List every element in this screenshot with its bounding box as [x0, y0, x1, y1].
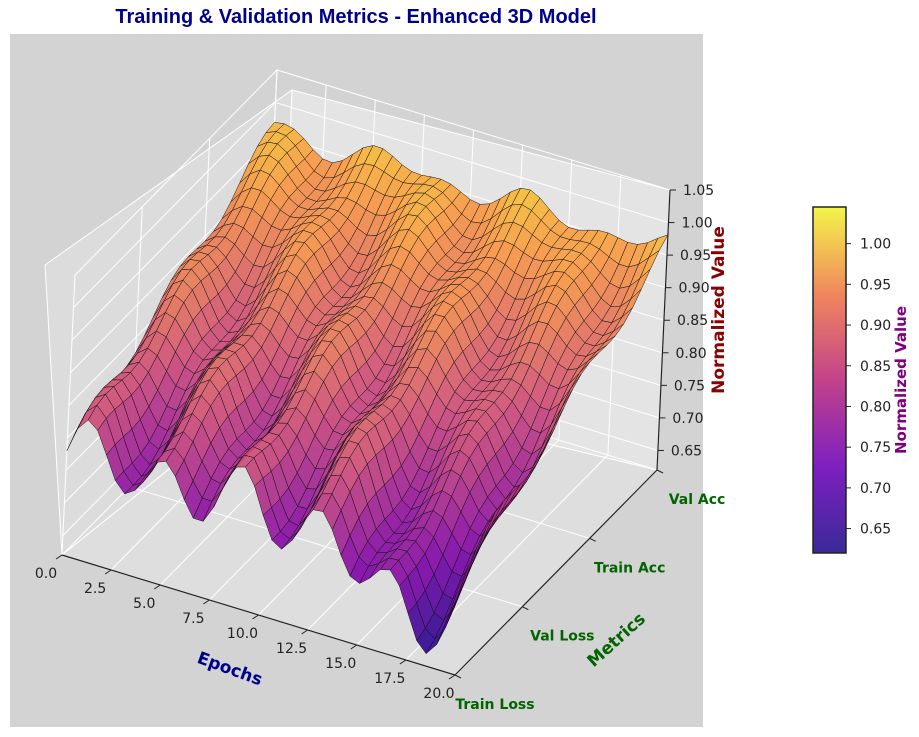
x-tick-mark: [301, 629, 308, 635]
grid-line: [74, 69, 671, 276]
colorbar-label: Normalized Value: [892, 306, 910, 454]
y-tick-mark: [454, 674, 462, 679]
colorbar-tick-label: 0.70: [860, 481, 891, 497]
x-tick-label: 0.0: [35, 566, 57, 582]
y-tick-mark: [656, 469, 664, 474]
z-tick-label: 0.70: [672, 411, 703, 427]
x-tick-label: 20.0: [423, 686, 454, 702]
y-axis-line: [454, 469, 658, 676]
x-tick-label: 10.0: [227, 626, 258, 642]
colorbar: [812, 206, 847, 554]
chart-title: Training & Validation Metrics - Enhanced…: [115, 6, 597, 28]
colorbar-tick-label: 0.85: [860, 359, 891, 375]
x-tick-label: 12.5: [276, 641, 307, 657]
x-tick-mark: [399, 659, 407, 665]
y-tick-label: Train Acc: [594, 560, 665, 576]
z-axis-label: Normalized Value: [709, 226, 729, 394]
x-tick-labels: 0.0 2.5 5.0 7.5 10.0 12.5 15.0 17.5 20.0: [35, 554, 456, 702]
colorbar-tick-label: 0.95: [860, 277, 891, 293]
colorbar-tick-label: 1.00: [860, 237, 891, 253]
surface-mesh: [66, 121, 669, 655]
colorbar-tick-label: 0.65: [860, 522, 891, 538]
y-tick-label: Val Loss: [530, 629, 594, 645]
x-tick-mark: [55, 554, 63, 560]
colorbar-tick-label: 0.75: [860, 440, 891, 456]
z-tick-label: 0.95: [680, 248, 711, 264]
z-tick-label: 0.80: [675, 346, 706, 362]
surface-patch: [447, 566, 469, 618]
x-tick-label: 7.5: [182, 611, 204, 627]
x-tick-label: 5.0: [133, 596, 155, 612]
x-tick-mark: [448, 674, 456, 680]
z-axis-line: [656, 189, 671, 471]
y-tick-label: Val Acc: [669, 492, 726, 508]
z-tick-label: 0.65: [671, 443, 702, 459]
colorbar-tick-labels: 0.65 0.70 0.75 0.80 0.85 0.90 0.95 1.00: [846, 237, 891, 538]
grid-line: [73, 101, 669, 308]
x-tick-mark: [104, 569, 112, 575]
x-tick-mark: [252, 614, 259, 620]
y-tick-labels: Train Loss Val Loss Train Acc Val Acc: [454, 469, 726, 713]
z-tick-label: 0.75: [674, 378, 705, 394]
x-tick-mark: [153, 584, 161, 590]
x-axis-label: Epochs: [194, 648, 265, 690]
colorbar-tick-label: 0.90: [860, 318, 891, 334]
y-tick-mark: [522, 606, 529, 611]
y-tick-mark: [589, 537, 596, 542]
z-tick-label: 1.05: [683, 183, 714, 199]
colorbar-tick-label: 0.80: [860, 399, 891, 415]
z-tick-label: 0.85: [677, 313, 708, 329]
x-tick-mark: [350, 644, 358, 650]
y-tick-label: Train Loss: [455, 697, 534, 713]
x-tick-label: 17.5: [374, 671, 405, 687]
z-tick-label: 1.00: [681, 216, 712, 232]
x-tick-label: 2.5: [84, 581, 106, 597]
z-tick-label: 0.90: [678, 281, 709, 297]
z-tick-labels: 0.65 0.70 0.75 0.80 0.85 0.90 0.95 1.00 1.05: [657, 183, 714, 459]
x-tick-mark: [203, 599, 210, 605]
x-tick-label: 15.0: [325, 656, 356, 672]
